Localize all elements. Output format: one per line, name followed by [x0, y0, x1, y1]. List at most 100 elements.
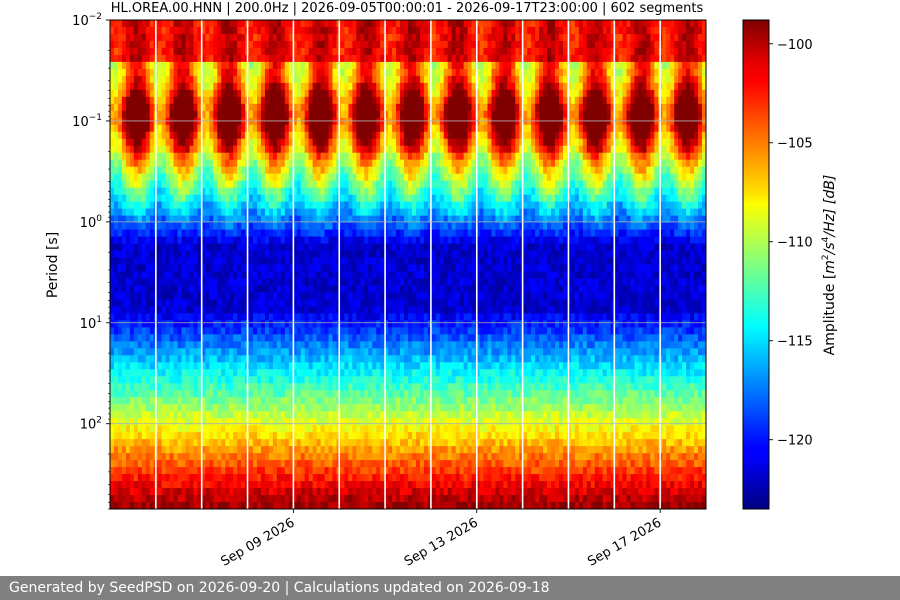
- heatmap-cell: [316, 460, 322, 468]
- heatmap-cell: [213, 61, 218, 70]
- heatmap-cell: [169, 75, 175, 84]
- heatmap-cell: [348, 82, 353, 91]
- heatmap-cell: [165, 68, 171, 77]
- heatmap-cell: [149, 47, 155, 56]
- heatmap-cell: [169, 425, 175, 433]
- heatmap-cell: [308, 222, 314, 231]
- heatmap-cell: [380, 481, 385, 489]
- heatmap-cell: [308, 306, 314, 314]
- heatmap-cell: [197, 117, 202, 126]
- heatmap-cell: [181, 257, 187, 266]
- heatmap-cell: [145, 61, 151, 70]
- heatmap-cell: [312, 229, 318, 238]
- heatmap-cell: [340, 502, 346, 509]
- heatmap-cell: [264, 82, 270, 91]
- heatmap-cell: [292, 278, 298, 287]
- heatmap-cell: [169, 278, 175, 287]
- heatmap-cell: [384, 33, 389, 42]
- heatmap-cell: [372, 502, 377, 509]
- heatmap-cell: [185, 117, 191, 126]
- heatmap-cell: [173, 369, 179, 377]
- heatmap-cell: [229, 75, 234, 84]
- heatmap-cell: [384, 103, 389, 112]
- heatmap-cell: [384, 215, 389, 224]
- heatmap-cell: [284, 292, 290, 301]
- heatmap-cell: [308, 404, 314, 412]
- heatmap-cell: [257, 390, 262, 398]
- heatmap-cell: [388, 446, 393, 454]
- heatmap-cell: [316, 467, 322, 475]
- heatmap-cell: [189, 61, 195, 70]
- heatmap-cell: [296, 222, 302, 231]
- heatmap-cell: [213, 446, 218, 454]
- heatmap-cell: [364, 110, 369, 119]
- heatmap-cell: [344, 236, 349, 245]
- heatmap-cell: [348, 264, 353, 273]
- heatmap-cell: [316, 159, 322, 168]
- heatmap-cell: [233, 446, 238, 454]
- heatmap-cell: [125, 376, 131, 384]
- heatmap-cell: [185, 131, 191, 140]
- heatmap-cell: [181, 376, 187, 384]
- heatmap-cell: [376, 390, 381, 398]
- heatmap-cell: [161, 173, 167, 182]
- heatmap-cell: [320, 292, 326, 301]
- heatmap-cell: [177, 75, 183, 84]
- heatmap-cell: [221, 355, 226, 363]
- heatmap-cell: [300, 89, 306, 98]
- heatmap-cell: [121, 89, 127, 98]
- heatmap-cell: [217, 243, 222, 252]
- heatmap-cell: [237, 411, 242, 419]
- heatmap-cell: [324, 194, 330, 203]
- heatmap-cell: [272, 467, 278, 475]
- heatmap-cell: [332, 68, 338, 77]
- heatmap-cell: [268, 502, 274, 509]
- heatmap-cell: [356, 208, 361, 217]
- heatmap-cell: [288, 404, 294, 412]
- heatmap-cell: [173, 229, 179, 238]
- heatmap-cell: [332, 404, 338, 412]
- heatmap-cell: [133, 257, 139, 266]
- heatmap-cell: [308, 82, 314, 91]
- heatmap-cell: [384, 285, 389, 294]
- heatmap-cell: [288, 474, 294, 482]
- heatmap-cell: [344, 180, 349, 189]
- heatmap-cell: [260, 82, 266, 91]
- heatmap-cell: [169, 110, 175, 119]
- heatmap-cell: [257, 271, 262, 280]
- heatmap-cell: [316, 348, 322, 356]
- heatmap-cell: [380, 292, 385, 301]
- heatmap-cell: [276, 236, 282, 245]
- heatmap-cell: [372, 89, 377, 98]
- heatmap-cell: [380, 89, 385, 98]
- heatmap-cell: [233, 488, 238, 496]
- heatmap-cell: [384, 208, 389, 217]
- heatmap-cell: [125, 306, 131, 314]
- heatmap-cell: [368, 334, 373, 342]
- heatmap-cell: [257, 320, 262, 328]
- heatmap-cell: [165, 173, 171, 182]
- heatmap-cell: [380, 145, 385, 154]
- heatmap-cell: [320, 180, 326, 189]
- heatmap-cell: [237, 131, 242, 140]
- heatmap-cell: [284, 369, 290, 377]
- heatmap-cell: [276, 306, 282, 314]
- heatmap-cell: [141, 355, 147, 363]
- heatmap-cell: [217, 180, 222, 189]
- heatmap-cell: [197, 187, 202, 196]
- heatmap-cell: [205, 502, 210, 509]
- heatmap-cell: [229, 425, 234, 433]
- heatmap-cell: [237, 33, 242, 42]
- heatmap-cell: [177, 82, 183, 91]
- heatmap-cell: [372, 47, 377, 56]
- heatmap-cell: [384, 320, 389, 328]
- heatmap-cell: [257, 488, 262, 496]
- heatmap-cell: [368, 82, 373, 91]
- heatmap-cell: [113, 145, 119, 154]
- heatmap-cell: [133, 306, 139, 314]
- heatmap-cell: [280, 61, 286, 70]
- heatmap-cell: [348, 369, 353, 377]
- heatmap-cell: [376, 264, 381, 273]
- heatmap-cell: [320, 215, 326, 224]
- heatmap-cell: [312, 313, 318, 321]
